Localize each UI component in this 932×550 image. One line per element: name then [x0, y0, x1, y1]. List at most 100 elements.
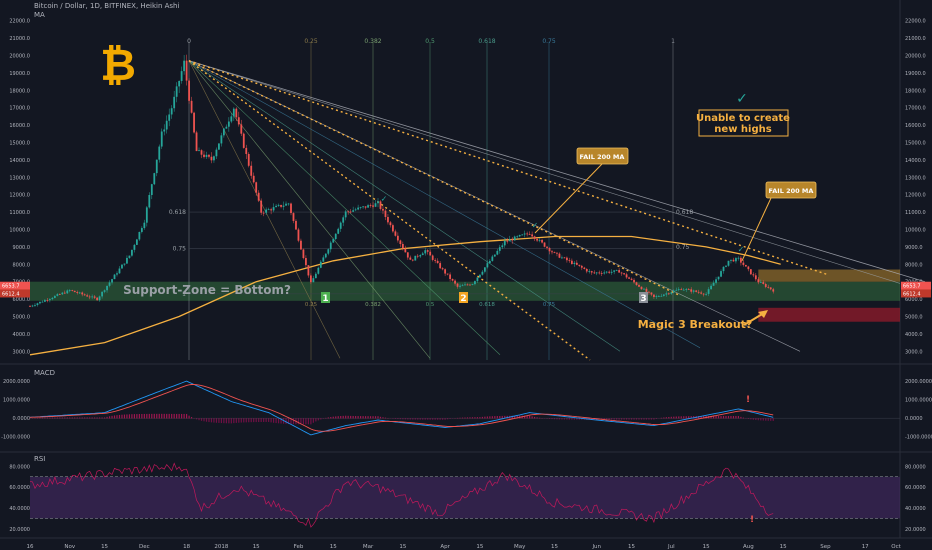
- candle: [461, 285, 464, 287]
- candle: [39, 301, 41, 304]
- price-tick-right: 5000.0: [905, 315, 923, 321]
- time-tick: Jul: [667, 544, 675, 550]
- candle: [752, 274, 755, 276]
- candle: [573, 262, 576, 264]
- macd-hist-bar: [573, 418, 575, 420]
- candle: [36, 303, 39, 305]
- candle: [623, 273, 625, 275]
- candle: [672, 290, 675, 293]
- macd-hist-bar: [143, 413, 145, 419]
- candle: [297, 229, 300, 241]
- fib-time-label: 0: [187, 38, 191, 45]
- candle: [456, 283, 459, 287]
- candle: [411, 259, 414, 261]
- candle: [379, 201, 382, 209]
- fib-bottom-label: 0.5: [426, 302, 435, 308]
- macd-hist-bar: [292, 418, 295, 425]
- candle: [563, 257, 566, 259]
- candle: [695, 290, 698, 292]
- candle: [578, 264, 581, 266]
- time-tick: 15: [780, 544, 787, 550]
- macd-hist-bar: [113, 415, 116, 419]
- macd-hist-bar: [476, 417, 479, 419]
- candle: [757, 279, 760, 283]
- macd-hist-bar: [305, 418, 307, 425]
- macd-hist-bar: [141, 413, 143, 419]
- candle: [193, 112, 195, 133]
- macd-hist-bar: [123, 414, 126, 419]
- candle: [31, 305, 34, 307]
- candle: [180, 71, 183, 81]
- time-tick: 15: [399, 544, 406, 550]
- macd-hist-bar: [200, 418, 203, 421]
- rsi-tick-right: 80.0000: [905, 464, 926, 470]
- macd-hist-bar: [337, 416, 339, 419]
- candle: [419, 255, 422, 257]
- candle: [635, 282, 638, 285]
- macd-hist-bar: [439, 418, 441, 420]
- indicator-label[interactable]: MA: [34, 11, 45, 19]
- candle: [720, 271, 722, 277]
- macd-hist-bar: [84, 417, 86, 419]
- candle: [29, 306, 31, 307]
- macd-hist-bar: [215, 418, 218, 423]
- candle: [96, 297, 99, 301]
- macd-hist-bar: [399, 418, 401, 420]
- candle: [725, 265, 727, 267]
- candle: [553, 252, 556, 254]
- time-tick: Dec: [139, 544, 150, 550]
- candle: [608, 271, 611, 273]
- price-tick-left: 17000.0: [9, 106, 30, 112]
- candle: [528, 233, 531, 235]
- candle: [160, 131, 163, 147]
- macd-hist-bar: [225, 418, 227, 424]
- price-tick-right: 13000.0: [905, 175, 926, 181]
- macd-hist-bar: [735, 415, 737, 419]
- candle: [155, 159, 158, 174]
- macd-hist-bar: [61, 417, 63, 419]
- macd-hist-bar: [623, 418, 625, 420]
- candle: [536, 238, 538, 241]
- candle: [205, 154, 208, 157]
- time-tick: Oct: [891, 544, 901, 550]
- fib-level-label: 0.618: [169, 209, 186, 216]
- svg-text:new highs: new highs: [714, 124, 771, 135]
- candle: [237, 117, 240, 125]
- macd-hist-bar: [417, 418, 419, 420]
- macd-hist-bar: [464, 417, 466, 419]
- candle: [603, 272, 606, 274]
- macd-hist-bar: [218, 418, 220, 423]
- fan-line: [188, 60, 901, 284]
- macd-hist-bar: [79, 417, 81, 419]
- price-tag-text: 6653.7: [2, 284, 20, 290]
- macd-hist-bar: [36, 417, 39, 419]
- macd-hist-bar: [526, 415, 528, 419]
- macd-hist-bar: [56, 417, 58, 419]
- svg-text:3: 3: [640, 294, 646, 304]
- check-icon: ✓: [532, 221, 539, 230]
- candle: [712, 282, 715, 286]
- candle: [163, 129, 166, 132]
- price-tag-text: 6653.7: [903, 284, 921, 290]
- macd-hist-bar: [397, 418, 399, 420]
- svg-text:2: 2: [460, 294, 466, 304]
- marker-3: 3: [639, 292, 648, 304]
- macd-hist-bar: [238, 418, 240, 423]
- candle: [165, 120, 168, 130]
- candle: [247, 153, 250, 166]
- candle: [503, 240, 506, 246]
- time-tick: May: [514, 544, 526, 550]
- fan-line: [188, 60, 926, 283]
- candle: [327, 249, 330, 254]
- time-tick: Mar: [363, 544, 374, 550]
- macd-hist-bar: [424, 418, 426, 420]
- macd-hist-bar: [183, 413, 185, 419]
- macd-hist-bar: [374, 416, 377, 419]
- macd-hist-bar: [186, 413, 188, 419]
- candle: [401, 244, 404, 249]
- price-tick-right: 6000.0: [905, 297, 923, 303]
- macd-hist-bar: [315, 418, 317, 422]
- time-tick: 15: [476, 544, 483, 550]
